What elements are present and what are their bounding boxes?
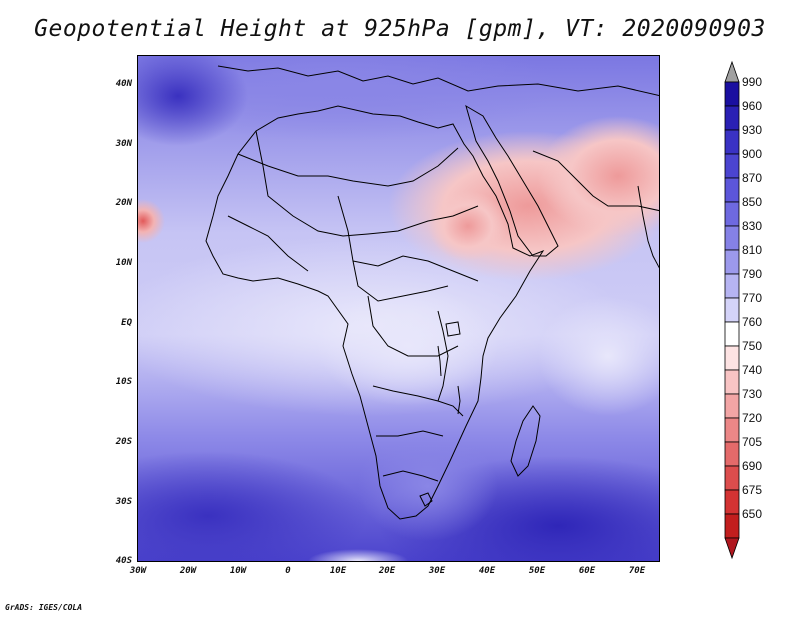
lat-tick-label: 30S <box>115 497 132 507</box>
colorbar-swatch <box>724 417 740 443</box>
colorbar-level-label: 770 <box>742 291 763 305</box>
lat-tick-label: EQ <box>121 318 132 328</box>
lake-tanganyika <box>437 345 442 377</box>
arabia-coastline <box>465 104 559 257</box>
colorbar-swatch <box>724 465 740 491</box>
colorbar-level-label: 675 <box>742 483 763 497</box>
lon-tick-label: 10W <box>229 566 247 576</box>
border-7 <box>372 385 464 417</box>
colorbar-swatch <box>724 153 740 179</box>
colorbar-level-label: 730 <box>742 387 763 401</box>
madagascar <box>510 405 541 477</box>
lon-tick-label: 70E <box>628 566 646 576</box>
lon-tick-label: 30E <box>428 566 446 576</box>
colorbar-swatch <box>724 105 740 131</box>
border-10 <box>437 310 449 402</box>
colorbar-level-label: 760 <box>742 315 763 329</box>
colorbar-over-triangle <box>724 60 740 83</box>
colorbar-level-label: 850 <box>742 195 763 209</box>
light-indian-ocean <box>538 296 659 416</box>
colorbar-swatch <box>724 177 740 203</box>
lon-tick-label: 30W <box>129 566 147 576</box>
lon-tick-label: 40E <box>478 566 496 576</box>
tropical-low-atlantic <box>138 199 165 243</box>
coastlines-and-borders <box>205 65 659 520</box>
lesotho <box>419 492 433 507</box>
credit-text: GrADS: IGES/COLA <box>5 603 83 612</box>
india-coast <box>637 185 659 269</box>
border-3 <box>227 215 309 272</box>
colorbar-swatch <box>724 489 740 515</box>
lat-tick-label: 10N <box>115 258 132 268</box>
high-south-atlantic <box>138 451 368 561</box>
lat-tick-label: 40N <box>115 79 132 89</box>
lon-tick-label: 50E <box>528 566 546 576</box>
lat-tick-label: 20S <box>115 437 132 447</box>
lat-tick-label: 40S <box>115 556 132 566</box>
colorbar-swatch <box>724 297 740 323</box>
border-6 <box>367 295 459 357</box>
colorbar-level-label: 650 <box>742 507 763 521</box>
colorbar-swatch <box>724 81 740 107</box>
lat-tick-label: 30N <box>115 139 132 149</box>
colorbar-swatch <box>724 225 740 251</box>
lat-tick-label: 20N <box>115 198 132 208</box>
lake-malawi <box>457 385 461 415</box>
lake-victoria <box>445 321 461 337</box>
colorbar-level-label: 870 <box>742 171 763 185</box>
lon-tick-label: 60E <box>578 566 596 576</box>
colorbar-swatch <box>724 441 740 467</box>
chart-title: Geopotential Height at 925hPa [gpm], VT:… <box>34 16 766 42</box>
colorbar-level-label: 990 <box>742 75 763 89</box>
lon-tick-label: 0 <box>285 566 291 576</box>
colorbar-level-label: 720 <box>742 411 763 425</box>
light-south-tip <box>308 549 408 561</box>
lon-tick-label: 20E <box>378 566 396 576</box>
colorbar <box>724 60 740 560</box>
colorbar-swatch <box>724 393 740 419</box>
colorbar-level-label: 790 <box>742 267 763 281</box>
colorbar-swatch <box>724 321 740 347</box>
geopotential-height-map <box>138 56 659 561</box>
colorbar-level-label: 740 <box>742 363 763 377</box>
border-8 <box>376 430 444 437</box>
low-northwest <box>138 56 248 146</box>
colorbar-level-label: 900 <box>742 147 763 161</box>
lon-tick-label: 10E <box>329 566 347 576</box>
colorbar-swatch <box>724 201 740 227</box>
persian-gulf-coast <box>532 150 659 212</box>
colorbar-level-label: 810 <box>742 243 763 257</box>
light-central-africa <box>318 286 498 406</box>
border-5 <box>352 255 479 282</box>
colorbar-level-label: 830 <box>742 219 763 233</box>
colorbar-level-label: 930 <box>742 123 763 137</box>
colorbar-level-label: 705 <box>742 435 763 449</box>
colorbar-swatch <box>724 513 740 539</box>
border-9 <box>382 470 439 482</box>
border-2 <box>255 130 479 237</box>
heat-low-sahara-east <box>428 191 508 261</box>
colorbar-level-label: 750 <box>742 339 763 353</box>
colorbar-level-label: 690 <box>742 459 763 473</box>
border-4 <box>337 195 449 302</box>
border-1 <box>237 147 459 187</box>
colorbar-swatch <box>724 129 740 155</box>
lat-tick-label: 10S <box>115 377 132 387</box>
colorbar-swatch <box>724 249 740 275</box>
colorbar-swatch <box>724 345 740 371</box>
map-panel <box>137 55 660 562</box>
low-mediterranean <box>138 56 558 141</box>
high-south-africa <box>358 431 498 541</box>
africa-coastline <box>205 105 545 520</box>
colorbar-under-triangle <box>724 537 740 560</box>
lon-tick-label: 20W <box>179 566 197 576</box>
colorbar-swatch <box>724 273 740 299</box>
colorbar-swatch <box>724 369 740 395</box>
colorbar-level-label: 960 <box>742 99 763 113</box>
europe-coast <box>217 65 659 97</box>
